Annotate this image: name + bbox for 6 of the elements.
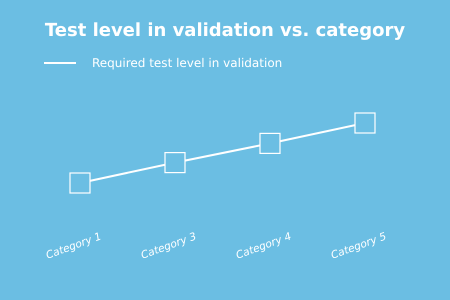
point	[164, 152, 186, 174]
point	[69, 172, 91, 194]
point	[354, 112, 376, 134]
chart-title: Test level in validation vs. category	[44, 20, 406, 41]
point	[259, 132, 281, 154]
legend-label: Required test level in validation	[92, 56, 282, 70]
